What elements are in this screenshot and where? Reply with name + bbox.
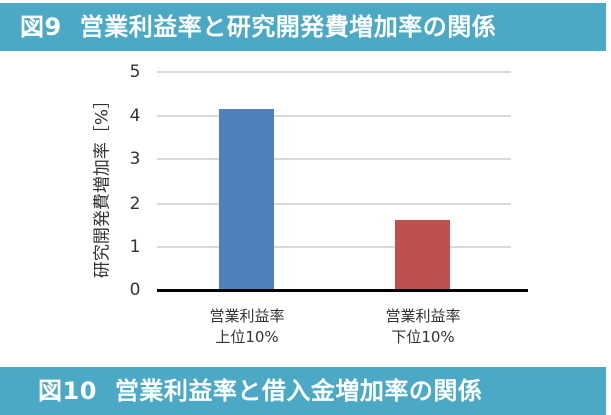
category-line-2: 上位10%: [215, 328, 279, 346]
y-axis-title: 研究開発費増加率［%］: [92, 91, 113, 279]
category-line-2: 下位10%: [391, 328, 455, 346]
bar-chart: 研究開発費増加率［%］ 5 4 3 2 1 0 営業利益率 上位10% 営業利益…: [92, 62, 528, 348]
figure-9-number: 図9: [20, 13, 62, 41]
gridline-5: [157, 71, 511, 73]
y-tick-4: 4: [129, 106, 141, 126]
category-line-1: 営業利益率: [209, 307, 285, 325]
figure-10-title: 営業利益率と借入金増加率の関係: [114, 377, 483, 405]
y-tick-0: 0: [129, 280, 141, 300]
y-tick-1: 1: [129, 237, 141, 257]
x-axis-line: [157, 289, 528, 292]
figure-9-title: 営業利益率と研究開発費増加率の関係: [79, 13, 497, 41]
x-category-bottom-10-percent: 営業利益率 下位10%: [353, 306, 493, 348]
category-line-1: 営業利益率: [385, 307, 461, 325]
y-tick-2: 2: [129, 194, 141, 214]
gridline-3: [157, 158, 511, 160]
y-tick-3: 3: [129, 149, 141, 169]
bar-top-10-percent: [219, 109, 274, 290]
y-tick-5: 5: [129, 62, 141, 82]
gridline-2: [157, 203, 511, 205]
figure-10-title-banner: 図10 営業利益率と借入金増加率の関係: [0, 367, 606, 415]
gridline-4: [157, 115, 511, 117]
x-category-top-10-percent: 営業利益率 上位10%: [177, 306, 317, 348]
gridline-1: [157, 246, 511, 248]
bar-bottom-10-percent: [395, 220, 450, 290]
figure-9-title-banner: 図9 営業利益率と研究開発費増加率の関係: [0, 3, 606, 51]
figure-10-number: 図10: [38, 377, 97, 405]
